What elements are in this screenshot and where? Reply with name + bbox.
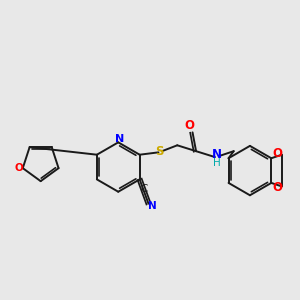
- Text: S: S: [155, 145, 164, 158]
- Text: N: N: [148, 201, 156, 211]
- Text: O: O: [272, 147, 282, 160]
- Text: N: N: [115, 134, 124, 144]
- Text: C: C: [141, 184, 148, 194]
- Text: O: O: [15, 163, 24, 173]
- Text: H: H: [213, 158, 221, 168]
- Text: O: O: [272, 181, 282, 194]
- Text: N: N: [212, 148, 222, 161]
- Text: O: O: [184, 119, 194, 132]
